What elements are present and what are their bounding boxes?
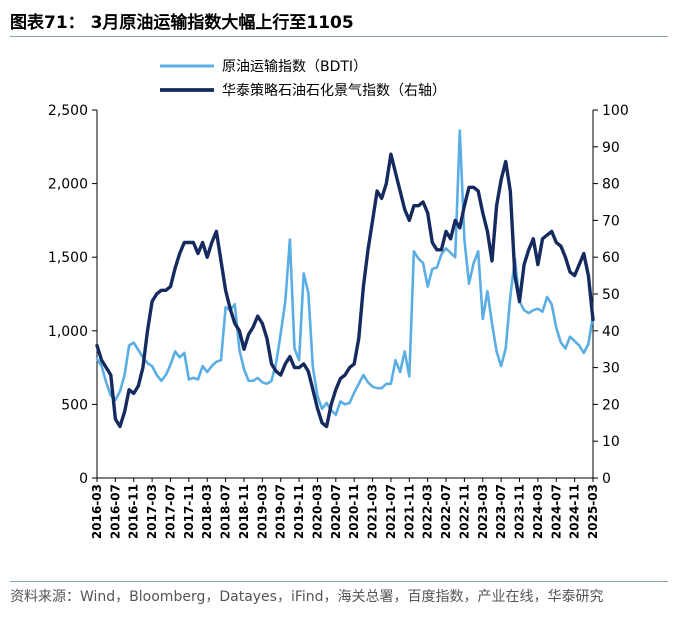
page-title: 图表71： 3月原油运输指数大幅上行至1105 [10,13,354,33]
right-tick-label: 30 [602,361,620,377]
left-tick-label: 0 [79,471,88,487]
x-tick-label: 2021-07 [384,484,398,539]
x-tick-label: 2017-11 [182,484,196,539]
x-tick-label: 2022-03 [421,484,435,539]
right-axis: 0 10 20 30 40 50 60 70 80 90 100 [592,103,629,487]
x-tick-label: 2016-03 [90,484,104,539]
right-tick-label: 100 [602,103,629,119]
right-tick-label: 70 [602,213,620,229]
x-tick-label: 2018-11 [237,484,251,539]
x-tick-label: 2024-03 [531,484,545,539]
x-axis: 2016-03 2016-07 2016-11 2017-03 2017-07 2017-… [90,477,600,539]
right-tick-label: 50 [602,287,620,303]
x-tick-label: 2022-07 [439,484,453,539]
left-tick-label: 1,000 [48,324,88,340]
x-tick-label: 2019-07 [274,484,288,539]
x-tick-label: 2017-03 [145,484,159,539]
x-tick-label: 2025-03 [586,484,600,539]
legend: 原油运输指数（BDTI） 华泰策略石油石化景气指数（右轴） [160,59,446,99]
x-tick-label: 2024-11 [568,484,582,539]
series-layer [95,129,595,429]
x-tick-label: 2023-03 [476,484,490,539]
x-tick-label: 2016-11 [127,484,141,539]
right-tick-label: 90 [602,140,620,156]
left-tick-label: 500 [61,397,88,413]
x-tick-label: 2016-07 [108,484,122,539]
x-tick-label: 2020-07 [329,484,343,539]
x-tick-label: 2017-07 [163,484,177,539]
x-tick-label: 2024-07 [549,484,563,539]
x-tick-label: 2021-11 [402,484,416,539]
right-tick-label: 10 [602,434,620,450]
x-tick-label: 2020-03 [310,484,324,539]
x-tick-label: 2019-11 [292,484,306,539]
x-tick-label: 2021-03 [366,484,380,539]
x-tick-label: 2023-07 [494,484,508,539]
prosperity-index-line [95,152,595,429]
x-tick-label: 2022-11 [457,484,471,539]
title-divider [10,36,668,37]
left-tick-label: 2,000 [48,177,88,193]
right-tick-label: 40 [602,324,620,340]
legend-label: 华泰策略石油石化景气指数（右轴） [222,82,446,99]
x-tick-label: 2019-03 [255,484,269,539]
x-tick-label: 2018-07 [219,484,233,539]
x-tick-label: 2020-11 [347,484,361,539]
source-divider [10,581,668,582]
legend-label: 原油运输指数（BDTI） [222,59,367,75]
right-tick-label: 60 [602,250,620,266]
right-tick-label: 80 [602,177,620,193]
bdti-line [95,129,595,416]
x-tick-label: 2023-11 [513,484,527,539]
x-tick-label: 2018-03 [200,484,214,539]
source-note: 资料来源：Wind，Bloomberg，Datayes，iFind，海关总署，百… [10,589,604,605]
right-tick-label: 20 [602,397,620,413]
left-tick-label: 1,500 [48,250,88,266]
left-tick-label: 2,500 [48,103,88,119]
left-axis: 0 500 1,000 1,500 2,000 2,500 [48,103,98,487]
chart: 原油运输指数（BDTI）华泰策略石油石化景气指数（右轴） 05001,0001,… [48,59,629,539]
right-tick-label: 0 [602,471,611,487]
